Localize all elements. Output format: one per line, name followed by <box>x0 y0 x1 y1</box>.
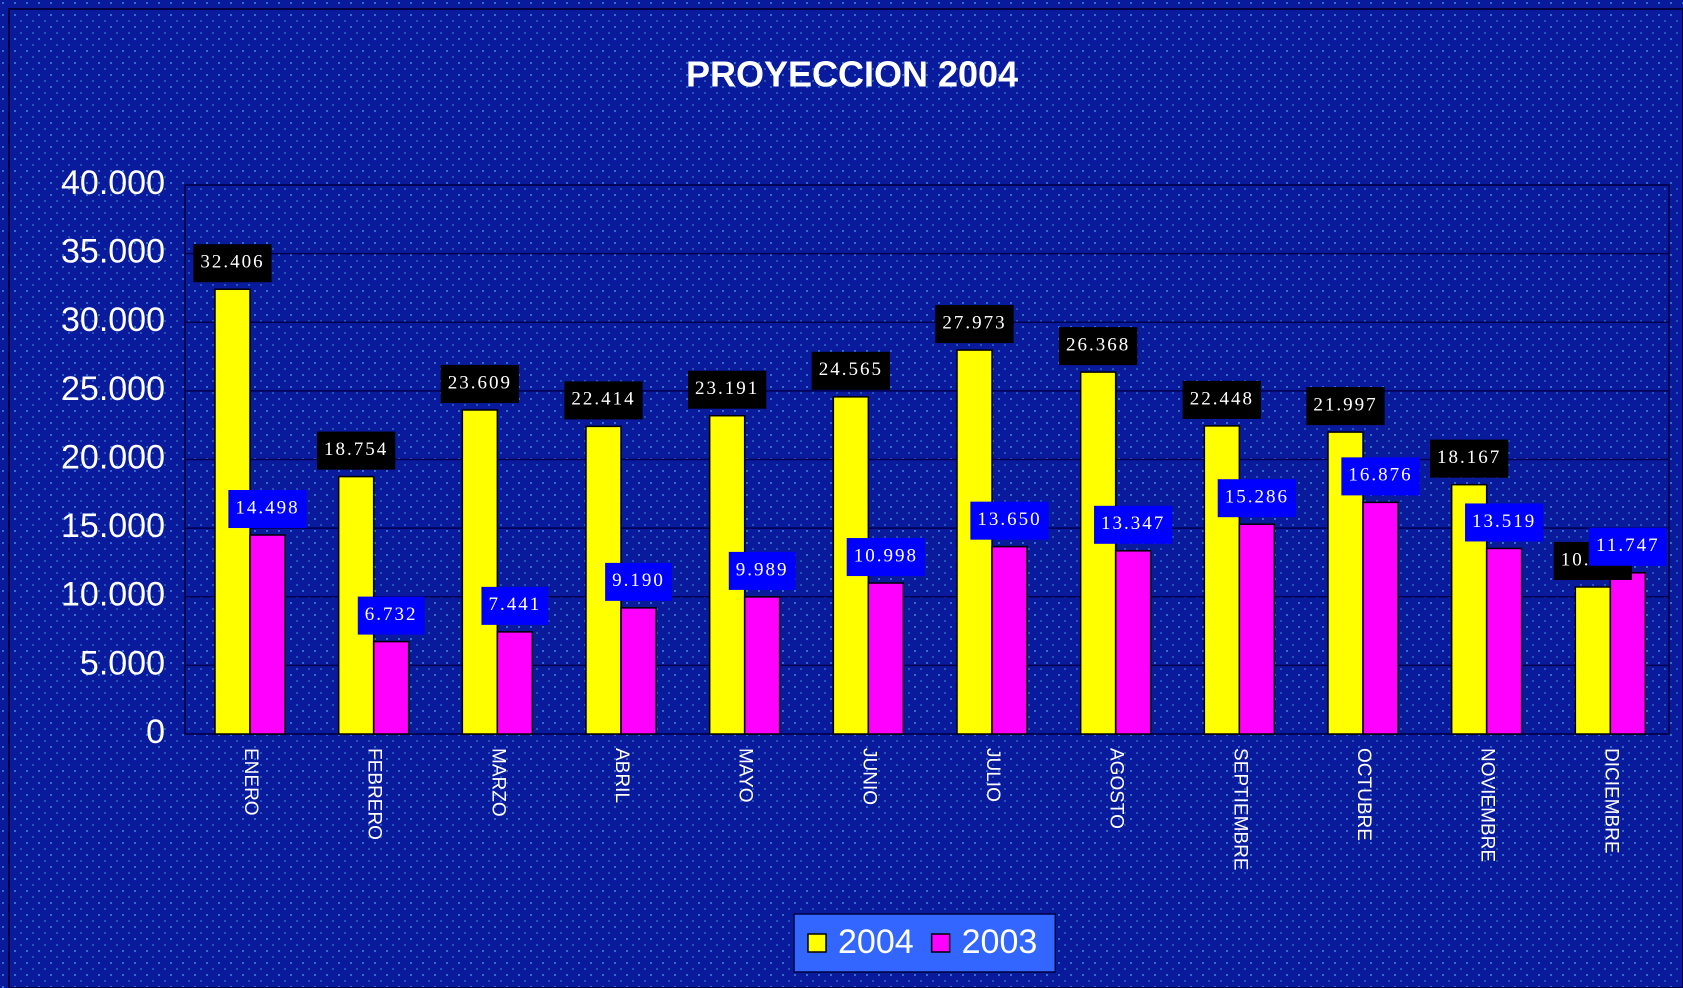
data-label-box <box>1430 439 1509 478</box>
data-label-box <box>440 364 519 403</box>
bar <box>1609 572 1647 735</box>
data-label-box <box>1306 387 1385 426</box>
data-label-box <box>1589 527 1667 566</box>
bar <box>991 545 1028 735</box>
data-label-box <box>846 538 925 577</box>
bar <box>1238 523 1276 735</box>
x-tick-label: ENERO <box>240 748 261 816</box>
bar <box>1203 425 1241 735</box>
data-label: 6.732 <box>365 604 418 625</box>
data-label: 13.519 <box>1472 511 1536 532</box>
data-label: 18.167 <box>1437 447 1501 468</box>
legend-label: 2004 <box>838 923 914 961</box>
x-tick-label: DICIEMBRE <box>1600 748 1621 854</box>
data-label-box <box>605 562 672 601</box>
data-label-box <box>728 551 796 590</box>
y-tick-label: 25.000 <box>61 370 165 408</box>
bar <box>1079 371 1117 735</box>
data-label: 26.368 <box>1066 334 1130 355</box>
x-tick-label: MAYO <box>735 748 756 803</box>
data-label: 9.190 <box>612 570 665 591</box>
legend-box <box>793 913 1057 973</box>
bar <box>1362 501 1399 735</box>
bar <box>620 607 657 735</box>
data-label-box <box>317 431 396 470</box>
data-label-box <box>193 244 272 283</box>
data-label: 16.876 <box>1348 465 1412 486</box>
data-label: 14.498 <box>235 497 299 518</box>
data-label-box <box>1465 503 1544 542</box>
legend-swatch <box>807 933 827 953</box>
bar <box>1485 547 1523 735</box>
data-label: 11.747 <box>1596 535 1660 556</box>
bar <box>956 349 993 735</box>
data-label: 18.754 <box>324 439 388 460</box>
x-tick-label: OCTUBRE <box>1353 748 1374 841</box>
data-label: 32.406 <box>200 252 264 273</box>
x-tick-label: FEBRERO <box>364 748 385 840</box>
data-label: 13.650 <box>977 509 1041 530</box>
data-label: 27.973 <box>942 312 1006 333</box>
data-label-box <box>1341 457 1420 496</box>
data-label: 24.565 <box>819 359 883 380</box>
data-label-box <box>357 596 425 635</box>
data-label: 15.286 <box>1225 487 1289 508</box>
chart-border <box>8 8 1683 988</box>
data-label: 13.347 <box>1101 513 1165 534</box>
bar <box>249 534 286 735</box>
bar <box>1574 586 1612 735</box>
legend-swatch <box>930 933 951 953</box>
y-tick-label: 5.000 <box>80 644 165 682</box>
bar <box>461 409 499 735</box>
data-label-box <box>1182 380 1261 419</box>
y-tick-label: 30.000 <box>61 301 165 339</box>
x-tick-label: MARZO <box>487 748 508 817</box>
y-tick-label: 20.000 <box>61 438 165 476</box>
data-label-box <box>228 490 307 529</box>
y-tick-label: 40.000 <box>61 164 165 202</box>
data-label-box <box>970 501 1049 540</box>
y-tick-label: 35.000 <box>61 233 165 271</box>
data-label-box <box>688 370 767 409</box>
bar <box>867 582 905 735</box>
y-tick-label: 10.000 <box>61 576 165 614</box>
x-tick-label: SEPTIEMBRE <box>1229 748 1250 870</box>
data-label: 7.441 <box>488 594 541 615</box>
y-tick-label: 0 <box>146 713 165 751</box>
x-tick-label: NOVIEMBRE <box>1477 748 1498 862</box>
x-tick-label: JUNIO <box>858 748 879 805</box>
data-label: 22.414 <box>571 389 635 410</box>
bar <box>1114 550 1152 735</box>
data-label-box <box>1094 505 1173 544</box>
bar <box>372 640 410 735</box>
x-tick-label: JULIO <box>982 748 1003 802</box>
chart-title: PROYECCION 2004 <box>686 54 1018 95</box>
data-label: 23.609 <box>448 372 512 393</box>
x-tick-label: ABRIL <box>611 748 632 803</box>
data-label-box <box>1217 479 1296 518</box>
data-label: 10.998 <box>854 545 918 566</box>
data-label-box <box>1059 327 1138 366</box>
data-label: 23.191 <box>695 378 759 399</box>
y-tick-label: 15.000 <box>61 507 165 545</box>
data-label: 22.448 <box>1190 388 1254 409</box>
data-label-box <box>935 305 1014 344</box>
bar <box>496 631 534 735</box>
data-label: 9.989 <box>736 559 789 580</box>
x-tick-label: AGOSTO <box>1106 748 1127 829</box>
data-label-box <box>811 351 890 390</box>
legend-label: 2003 <box>962 923 1038 961</box>
data-label-box <box>481 586 549 625</box>
bar <box>743 596 781 735</box>
data-label: 21.997 <box>1313 394 1377 415</box>
data-label-box <box>564 381 643 420</box>
